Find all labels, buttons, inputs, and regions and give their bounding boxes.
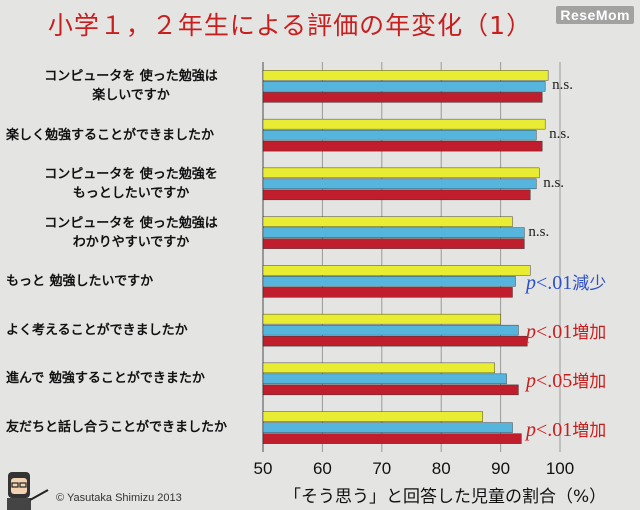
- bar-red: [262, 433, 522, 444]
- bar-red: [262, 238, 525, 249]
- x-axis-title: 「そう思う」と回答した児童の割合（%）: [284, 487, 607, 507]
- bar-yellow: [262, 313, 501, 325]
- presenter-mascot-icon: [7, 472, 49, 510]
- category-label-line: もっとしたいですか: [72, 185, 190, 201]
- bar-blue: [262, 178, 537, 190]
- category-label: 楽しく勉強することができましたか: [6, 126, 256, 145]
- x-tick-label: 90: [491, 459, 510, 478]
- category-label: もっと 勉強したいですか: [6, 272, 256, 291]
- p-value: <.05: [536, 369, 573, 392]
- category-label: コンピュータを 使った勉強は わかりやすいですか: [6, 214, 256, 252]
- change-label: 増加: [572, 371, 607, 392]
- p-value-annotation: p<.01減少: [526, 269, 606, 295]
- p-symbol: p: [526, 321, 536, 344]
- ns-annotation: n.s.: [528, 223, 550, 240]
- p-value: <.01: [536, 272, 573, 295]
- x-tick-label: 100: [546, 459, 574, 478]
- page-title: 小学１，２年生による評価の年変化（1）: [47, 11, 533, 40]
- bar-blue: [262, 227, 525, 238]
- x-tick-label: 70: [372, 459, 391, 478]
- category-label-line: 友だちと話し合うことができましたか: [6, 420, 228, 436]
- bar-red: [262, 92, 543, 103]
- ns-annotation: n.s.: [552, 77, 573, 94]
- category-label-line: 楽しく勉強することができましたか: [6, 127, 215, 143]
- category-label: コンピュータを 使った勉強は 楽しいですか: [6, 67, 256, 105]
- p-value-annotation: p<.01増加: [526, 416, 606, 442]
- bar-blue: [262, 373, 507, 385]
- bar-red: [262, 140, 543, 152]
- bar-blue: [262, 422, 513, 433]
- x-tick-label: 80: [432, 459, 451, 478]
- category-label-line: コンピュータを 使った勉強を: [44, 166, 218, 182]
- p-value: <.01: [536, 418, 573, 441]
- bar-red: [262, 287, 513, 298]
- bar-yellow: [262, 362, 495, 374]
- bar-yellow: [262, 167, 540, 179]
- category-label-line: わかりやすいですか: [72, 234, 190, 250]
- bar-yellow: [262, 70, 549, 81]
- bar-red: [262, 189, 531, 201]
- category-label-line: 楽しいですか: [92, 88, 170, 104]
- category-label-line: よく考えることができましたか: [6, 322, 188, 338]
- category-label: よく考えることができましたか: [6, 321, 256, 340]
- brand-logo: ReseMom: [556, 6, 634, 24]
- category-label-line: コンピュータを 使った勉強は: [44, 69, 218, 85]
- bar-blue: [262, 129, 537, 141]
- category-label: 友だちと話し合うことができましたか: [6, 418, 256, 437]
- change-label: 増加: [572, 323, 607, 344]
- category-label: コンピュータを 使った勉強を もっとしたいですか: [6, 165, 256, 203]
- category-label-line: もっと 勉強したいですか: [6, 273, 154, 289]
- p-value: <.01: [536, 321, 573, 344]
- bar-yellow: [262, 118, 546, 130]
- bar-blue: [262, 81, 546, 92]
- bar-red: [262, 335, 528, 347]
- ns-annotation: n.s.: [549, 126, 570, 143]
- p-symbol: p: [526, 369, 536, 392]
- bar-red: [262, 384, 519, 396]
- category-label: 進んで 勉強することができまたか: [6, 369, 256, 388]
- category-label-line: 進んで 勉強することができまたか: [6, 371, 205, 387]
- bar-yellow: [262, 265, 531, 276]
- p-symbol: p: [526, 418, 536, 441]
- p-symbol: p: [526, 272, 536, 295]
- category-label-line: コンピュータを 使った勉強は: [44, 215, 218, 231]
- x-tick-label: 50: [254, 459, 273, 478]
- p-value-annotation: p<.01増加: [526, 318, 606, 344]
- bar-blue: [262, 324, 519, 336]
- change-label: 増加: [572, 420, 607, 441]
- ns-annotation: n.s.: [543, 174, 565, 191]
- x-tick-label: 60: [313, 459, 332, 478]
- change-label: 減少: [572, 274, 607, 295]
- copyright-text: © Yasutaka Shimizu 2013: [56, 492, 182, 504]
- bar-yellow: [262, 411, 483, 422]
- bar-yellow: [262, 216, 513, 227]
- bar-blue: [262, 276, 516, 287]
- p-value-annotation: p<.05増加: [526, 367, 606, 393]
